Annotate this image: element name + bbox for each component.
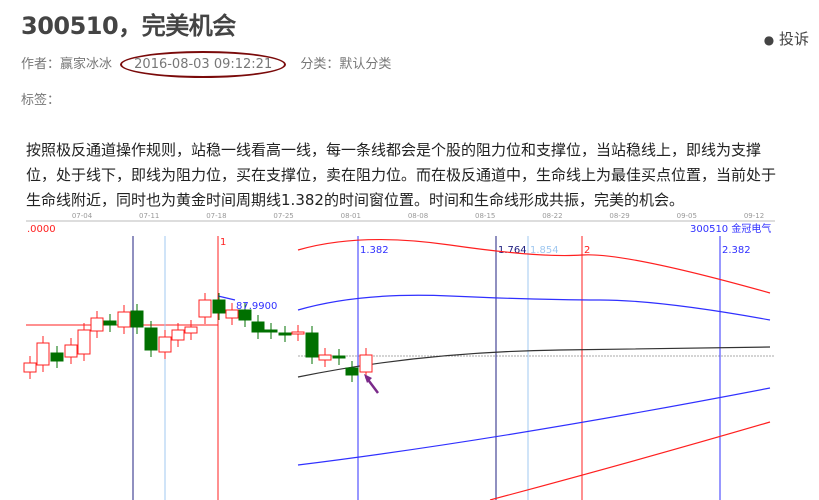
candle-body xyxy=(117,311,131,328)
candle-body xyxy=(278,332,292,336)
candle-body xyxy=(305,332,319,358)
candle-body xyxy=(238,309,252,321)
report-label: 投诉 xyxy=(778,30,809,48)
stock-label: 300510 金冠电气 xyxy=(690,222,771,235)
cycle-label: 2.382 xyxy=(722,245,751,256)
date-tick: 08-15 xyxy=(475,212,495,220)
channel-curve xyxy=(217,295,236,301)
candle-body xyxy=(36,342,50,366)
cycle-label: 1.854 xyxy=(530,245,559,256)
channel-curve xyxy=(297,238,771,294)
date-tick: 09-05 xyxy=(677,212,697,220)
candle-body xyxy=(345,367,359,376)
candle-body xyxy=(64,344,78,358)
date-tick: 09-12 xyxy=(744,212,764,220)
tags: 标签： xyxy=(21,93,61,108)
date-tick: 07-25 xyxy=(273,212,293,220)
candle-body xyxy=(291,331,305,335)
candle-body xyxy=(50,352,64,362)
channel-curve xyxy=(489,421,771,500)
candle-body xyxy=(184,326,198,334)
candle-body xyxy=(171,329,185,341)
candle-body xyxy=(130,310,144,328)
candle-body xyxy=(158,336,172,353)
candle-body xyxy=(251,321,265,333)
article-body: 按照极反通道操作规则，站稳一线看高一线，每一条线都会是个股的阻力位和支撑位，当站… xyxy=(26,141,777,209)
cycle-label: 1.382 xyxy=(360,245,389,256)
date-tick: 07-18 xyxy=(206,212,226,220)
report-button[interactable]: ● 投诉 xyxy=(764,28,809,49)
date-tick: 08-29 xyxy=(609,212,629,220)
candle-body xyxy=(264,329,278,333)
price-label: 87.9900 xyxy=(236,301,277,312)
category[interactable]: 分类：默认分类 xyxy=(300,57,392,72)
report-icon: ● xyxy=(763,33,775,47)
candle-body xyxy=(212,299,226,314)
date-tick: 07-11 xyxy=(139,212,159,220)
candle-body xyxy=(359,354,373,373)
date-tick: 07-04 xyxy=(72,212,93,220)
candle-body xyxy=(23,362,37,373)
channel-curve xyxy=(297,294,771,321)
channel-curve xyxy=(297,387,771,466)
cycle-label: 1 xyxy=(220,237,226,248)
date-tick: 08-08 xyxy=(408,212,428,220)
candle-body xyxy=(144,327,158,351)
cycle-label: 1.764 xyxy=(498,245,527,256)
candle-body xyxy=(332,355,346,359)
author[interactable]: 作者：赢家冰冰 xyxy=(21,57,113,72)
candle-body xyxy=(198,299,212,318)
candle-body xyxy=(103,320,117,326)
date-tick: 08-01 xyxy=(341,212,361,220)
candle-body xyxy=(77,329,91,355)
article-meta: 作者：赢家冰冰 2016-08-03 09:12:21 分类：默认分类 xyxy=(21,51,401,78)
date-tick: 08-22 xyxy=(542,212,562,220)
price-left-label: .0000 xyxy=(27,224,56,235)
candle-body xyxy=(225,309,239,319)
candle-body xyxy=(90,317,104,332)
stock-chart-image: 07-04 07-11 07-18 07-25 08-01 08-08 08-15 08-22… xyxy=(23,212,775,500)
cycle-label: 2 xyxy=(584,245,590,256)
post-date: 2016-08-03 09:12:21 xyxy=(120,51,287,78)
candle-body xyxy=(318,354,332,361)
page-title: 300510，完美机会 xyxy=(21,12,236,40)
arrow-head xyxy=(364,374,372,383)
